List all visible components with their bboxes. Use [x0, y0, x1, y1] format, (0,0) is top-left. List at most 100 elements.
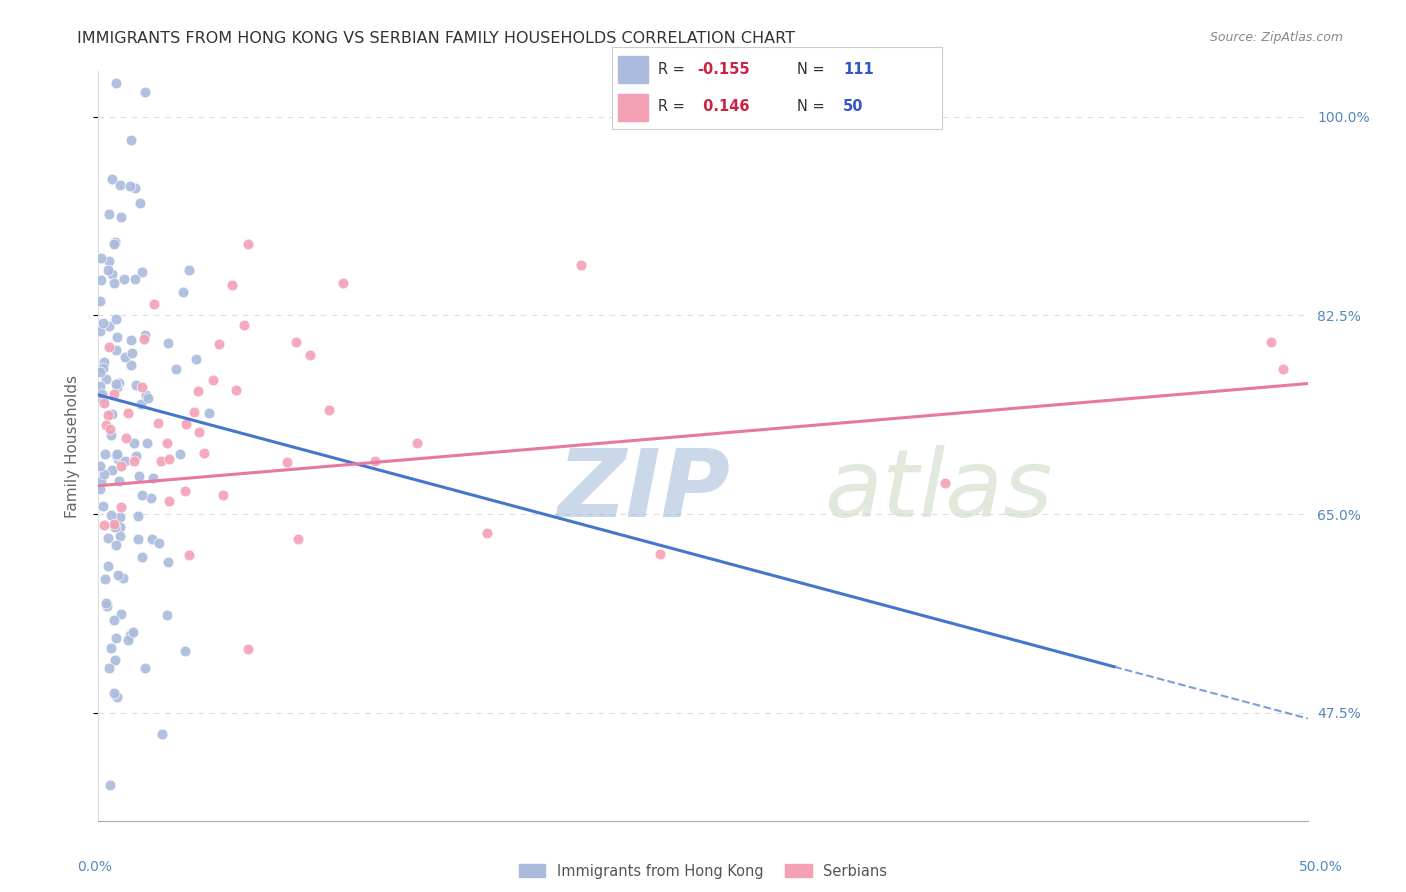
Point — [104, 343, 127, 358]
Point — [287, 532, 309, 546]
Point — [105, 447, 128, 461]
Text: R =: R = — [658, 99, 685, 114]
Point — [193, 446, 215, 460]
Point — [174, 644, 197, 658]
Point — [108, 178, 131, 193]
Point — [89, 293, 111, 308]
Point — [89, 379, 111, 393]
Text: 50.0%: 50.0% — [1299, 860, 1343, 874]
Point — [1260, 335, 1282, 350]
Point — [93, 518, 115, 533]
Point — [103, 236, 125, 251]
Point — [221, 277, 243, 292]
Point — [332, 276, 354, 290]
Point — [149, 454, 172, 468]
Point — [225, 384, 247, 398]
Point — [131, 549, 153, 564]
Point — [101, 408, 124, 422]
Legend: Immigrants from Hong Kong, Serbians: Immigrants from Hong Kong, Serbians — [513, 858, 893, 885]
Point — [108, 520, 131, 534]
Point — [100, 428, 122, 442]
Point — [276, 455, 298, 469]
Point — [128, 469, 150, 483]
Point — [172, 285, 194, 299]
Point — [134, 327, 156, 342]
Y-axis label: Family Households: Family Households — [65, 375, 80, 517]
Point — [141, 532, 163, 546]
Point — [135, 388, 157, 402]
Text: 50: 50 — [844, 99, 863, 114]
Point — [125, 449, 148, 463]
Point — [93, 396, 115, 410]
Point — [98, 319, 121, 334]
Point — [120, 358, 142, 372]
Point — [103, 276, 125, 290]
Point — [112, 571, 135, 585]
Point — [131, 265, 153, 279]
Point — [157, 494, 180, 508]
Point — [97, 660, 120, 674]
Point — [142, 471, 165, 485]
Point — [127, 508, 149, 523]
Point — [97, 409, 120, 423]
Point — [93, 355, 115, 369]
Point — [1272, 362, 1295, 376]
FancyBboxPatch shape — [619, 94, 648, 121]
Text: N =: N = — [797, 99, 824, 114]
Point — [98, 422, 121, 436]
Point — [169, 447, 191, 461]
Point — [131, 488, 153, 502]
Point — [107, 567, 129, 582]
Point — [90, 272, 112, 286]
Text: IMMIGRANTS FROM HONG KONG VS SERBIAN FAMILY HOUSEHOLDS CORRELATION CHART: IMMIGRANTS FROM HONG KONG VS SERBIAN FAM… — [77, 31, 796, 46]
Point — [187, 384, 209, 399]
Point — [475, 525, 498, 540]
Point — [284, 335, 307, 350]
Point — [104, 448, 127, 462]
Point — [104, 235, 127, 249]
Point — [98, 207, 121, 221]
Point — [141, 491, 163, 505]
Point — [105, 311, 128, 326]
Point — [103, 519, 125, 533]
Point — [105, 690, 128, 704]
Point — [134, 85, 156, 99]
Point — [100, 172, 122, 186]
Point — [134, 660, 156, 674]
Point — [93, 467, 115, 481]
Point — [299, 348, 322, 362]
Point — [97, 531, 120, 545]
Point — [184, 351, 207, 366]
Point — [114, 272, 136, 286]
Point — [157, 555, 180, 569]
Point — [150, 727, 173, 741]
Text: -0.155: -0.155 — [697, 62, 751, 78]
Point — [98, 778, 121, 792]
Point — [114, 454, 136, 468]
Point — [103, 652, 125, 666]
Point — [89, 482, 111, 496]
Point — [114, 350, 136, 364]
Point — [107, 475, 129, 489]
Point — [90, 391, 112, 405]
Point — [174, 484, 197, 499]
Point — [89, 458, 111, 473]
Point — [96, 417, 118, 432]
Text: 0.146: 0.146 — [697, 99, 749, 114]
Point — [157, 336, 180, 351]
Point — [110, 500, 132, 514]
Point — [97, 558, 120, 573]
Point — [121, 346, 143, 360]
Point — [148, 536, 170, 550]
Point — [100, 508, 122, 522]
Point — [146, 416, 169, 430]
Point — [118, 628, 141, 642]
Point — [91, 316, 114, 330]
Point — [318, 403, 340, 417]
Point — [101, 463, 124, 477]
Point — [103, 686, 125, 700]
Point — [131, 380, 153, 394]
Point — [124, 435, 146, 450]
Point — [98, 340, 121, 354]
Point — [188, 425, 211, 439]
